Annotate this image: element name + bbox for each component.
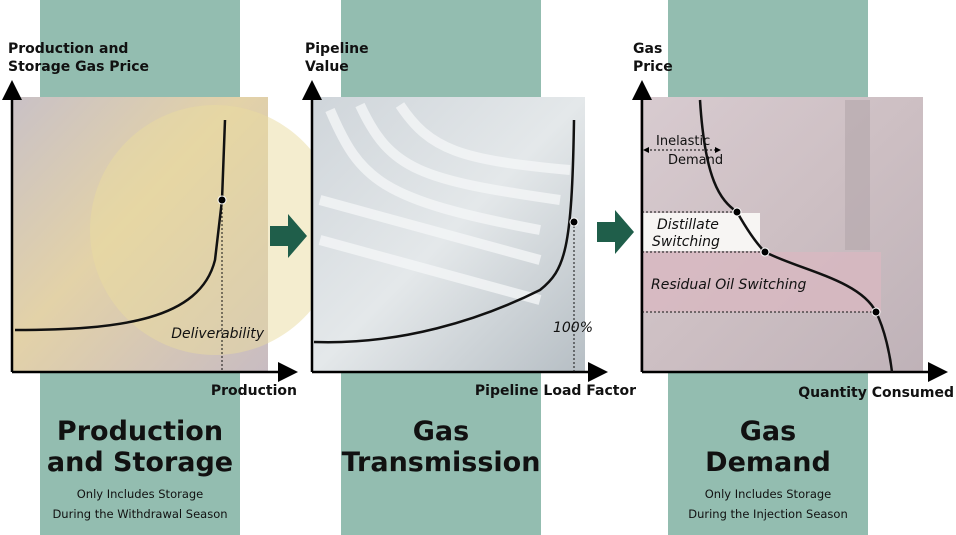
panel-title: Gas bbox=[413, 416, 469, 447]
annotation: Inelastic bbox=[656, 134, 710, 149]
point bbox=[569, 217, 579, 227]
point bbox=[871, 307, 881, 317]
annotation: 100% bbox=[553, 320, 593, 336]
panel-title: Gas bbox=[740, 416, 796, 447]
panel-subtitle: Only Includes Storage bbox=[77, 487, 204, 501]
point bbox=[732, 207, 742, 217]
y-axis-label: Production and bbox=[8, 41, 128, 57]
y-axis-label: Value bbox=[305, 59, 349, 75]
x-axis-label: Pipeline Load Factor bbox=[475, 383, 636, 399]
annotation: Distillate bbox=[657, 217, 719, 233]
panel-title: Transmission bbox=[342, 447, 541, 478]
photos bbox=[12, 97, 923, 372]
point bbox=[760, 247, 770, 257]
panel-subtitle: Only Includes Storage bbox=[705, 487, 832, 501]
annotation: Switching bbox=[652, 234, 720, 250]
point bbox=[217, 195, 227, 205]
supply-curve bbox=[14, 119, 227, 332]
x-axis-label: Production bbox=[211, 383, 297, 399]
panel-subtitle: During the Withdrawal Season bbox=[52, 507, 227, 521]
annotation: Deliverability bbox=[171, 326, 264, 342]
panel-title: and Storage bbox=[47, 447, 233, 478]
arrows bbox=[270, 210, 634, 258]
annotation: Residual Oil Switching bbox=[651, 277, 807, 293]
x-axis-label: Quantity Consumed bbox=[798, 385, 954, 401]
panel-title: Demand bbox=[705, 447, 831, 478]
annotation: Demand bbox=[668, 153, 723, 168]
panel-title: Production bbox=[57, 416, 223, 447]
y-axis-label: Storage Gas Price bbox=[8, 59, 149, 75]
y-axis-label: Pipeline bbox=[305, 41, 369, 57]
pipeline-curve bbox=[313, 119, 576, 344]
y-axis-label: Price bbox=[633, 59, 673, 75]
panel-subtitle: During the Injection Season bbox=[688, 507, 848, 521]
y-axis-label: Gas bbox=[633, 41, 662, 57]
